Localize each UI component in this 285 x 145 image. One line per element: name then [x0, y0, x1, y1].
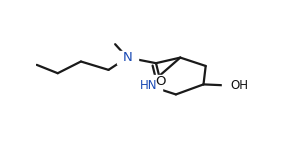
Polygon shape	[152, 75, 169, 87]
Polygon shape	[135, 79, 162, 92]
Text: HN: HN	[140, 79, 157, 92]
Text: O: O	[155, 75, 166, 88]
Polygon shape	[222, 79, 247, 92]
Text: OH: OH	[230, 79, 248, 92]
Text: N: N	[123, 51, 132, 64]
Polygon shape	[117, 51, 138, 64]
